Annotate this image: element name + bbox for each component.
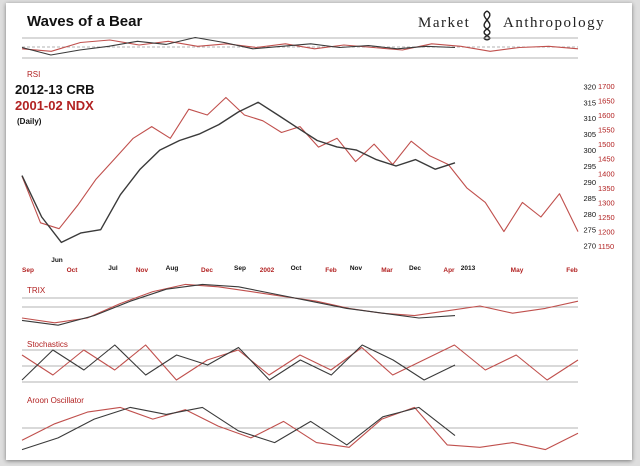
x-tick-label-crb: Aug xyxy=(166,265,179,272)
trix-ndx-line xyxy=(21,283,579,324)
y-tick-label-crb: 285 xyxy=(583,194,596,203)
stochastics-panel-title: Stochastics xyxy=(27,340,68,349)
y-tick-label-ndx: 1550 xyxy=(598,126,615,135)
rsi-ndx-line xyxy=(21,39,579,52)
y-tick-label-crb: 315 xyxy=(583,98,596,107)
y-tick-label-ndx: 1350 xyxy=(598,184,615,193)
x-tick-label-crb: Dec xyxy=(409,265,421,272)
y-tick-label-crb: 280 xyxy=(583,210,596,219)
x-tick-label-ndx: Dec xyxy=(201,267,213,274)
x-tick-label-crb: Jul xyxy=(108,265,118,272)
y-tick-label-ndx: 1500 xyxy=(598,140,615,149)
x-tick-label-ndx: Feb xyxy=(566,267,578,274)
main-crb-line xyxy=(21,101,456,244)
y-tick-label-ndx: 1400 xyxy=(598,169,615,178)
y-tick-label-ndx: 1200 xyxy=(598,228,615,237)
y-tick-label-crb: 275 xyxy=(583,226,596,235)
trix-crb-line xyxy=(21,283,456,326)
brand-anthropology: Anthropology xyxy=(503,15,605,31)
y-tick-label-ndx: 1450 xyxy=(598,155,615,164)
y-tick-label-crb: 305 xyxy=(583,130,596,139)
x-tick-label-crb: Oct xyxy=(291,265,303,272)
dna-helix-icon xyxy=(483,10,491,41)
x-tick-label-ndx: Apr xyxy=(443,267,455,274)
x-tick-label-crb: 2013 xyxy=(461,265,476,272)
x-tick-label-ndx: Mar xyxy=(381,267,393,274)
chart-title: Waves of a Bear xyxy=(27,13,142,30)
y-tick-label-ndx: 1300 xyxy=(598,198,615,207)
aroon-panel-title: Aroon Oscillator xyxy=(27,396,84,405)
y-tick-label-ndx: 1700 xyxy=(598,82,615,91)
legend-frequency: (Daily) xyxy=(17,117,42,126)
x-tick-label-ndx: May xyxy=(511,267,524,274)
stoch-ndx-line xyxy=(21,344,579,381)
x-tick-label-ndx: Sep xyxy=(22,267,34,274)
aroon-crb-line xyxy=(21,406,456,451)
chart-frame xyxy=(6,3,632,460)
y-tick-label-ndx: 1650 xyxy=(598,96,615,105)
y-tick-label-crb: 320 xyxy=(583,82,596,91)
legend-series-ndx: 2001-02 NDX xyxy=(15,98,94,113)
rsi-crb-line xyxy=(21,36,456,56)
stoch-crb-line xyxy=(21,344,456,381)
y-tick-label-crb: 310 xyxy=(583,114,596,123)
brand-market: Market xyxy=(418,15,470,31)
x-tick-label-ndx: Feb xyxy=(325,267,337,274)
y-tick-label-ndx: 1250 xyxy=(598,213,615,222)
y-tick-label-crb: 270 xyxy=(583,242,596,251)
x-tick-label-crb: Jun xyxy=(51,257,63,264)
x-tick-label-ndx: Oct xyxy=(67,267,79,274)
main-ndx-line xyxy=(21,96,579,233)
y-tick-label-crb: 300 xyxy=(583,146,596,155)
y-tick-label-crb: 295 xyxy=(583,162,596,171)
trix-panel-title: TRIX xyxy=(27,286,46,295)
y-tick-label-ndx: 1600 xyxy=(598,111,615,120)
aroon-ndx-line xyxy=(21,406,579,451)
y-tick-label-ndx: 1150 xyxy=(598,242,614,251)
x-tick-label-ndx: Nov xyxy=(136,267,149,274)
y-tick-label-crb: 290 xyxy=(583,178,596,187)
x-tick-label-crb: Nov xyxy=(350,265,363,272)
x-tick-label-crb: Sep xyxy=(234,265,246,272)
legend-series-crb: 2012-13 CRB xyxy=(15,82,95,97)
rsi-panel-title: RSI xyxy=(27,70,40,79)
x-tick-label-ndx: 2002 xyxy=(260,267,275,274)
